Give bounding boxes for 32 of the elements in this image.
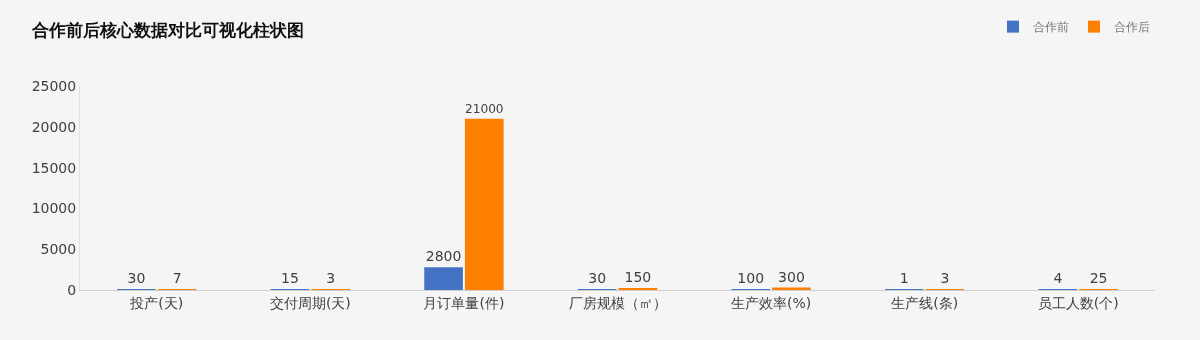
x-tick-label: 厂房规模（㎡） [568, 294, 667, 311]
legend-label: 合作前 [1033, 20, 1069, 35]
chart-title: 合作前后核心数据对比可视化柱状图 [31, 19, 305, 40]
x-tick-label: 月订单量(件) [423, 294, 505, 311]
data-label: 3 [940, 270, 950, 286]
y-tick-label: 5000 [40, 241, 77, 258]
data-label: 7 [172, 270, 182, 286]
data-label: 100 [737, 270, 765, 286]
y-tick-label: 10000 [31, 200, 77, 217]
data-label: 4 [1053, 270, 1063, 286]
y-tick-label: 0 [67, 281, 77, 298]
data-label: 3 [326, 270, 336, 286]
x-tick-label: 员工人数(个) [1037, 294, 1119, 311]
data-label: 30 [588, 270, 607, 286]
x-tick-label: 投产(天) [129, 294, 184, 311]
y-tick-label: 15000 [31, 159, 77, 176]
legend-label: 合作后 [1114, 20, 1150, 35]
y-tick-label: 25000 [31, 77, 77, 94]
data-label: 150 [624, 269, 652, 285]
bar [424, 267, 463, 290]
data-label: 25 [1089, 270, 1108, 286]
data-label: 300 [778, 268, 805, 285]
bar [464, 118, 504, 290]
x-tick-label: 生产线(条) [891, 294, 959, 311]
x-tick-label: 生产效率(%) [730, 294, 812, 311]
x-tick-label: 交付周期(天) [269, 294, 351, 311]
data-label: 15 [281, 270, 299, 286]
data-label: 1 [899, 270, 909, 286]
data-label: 21000 [464, 102, 504, 117]
y-tick-label: 20000 [31, 118, 77, 135]
data-label: 2800 [425, 248, 462, 265]
data-label: 30 [127, 270, 146, 286]
